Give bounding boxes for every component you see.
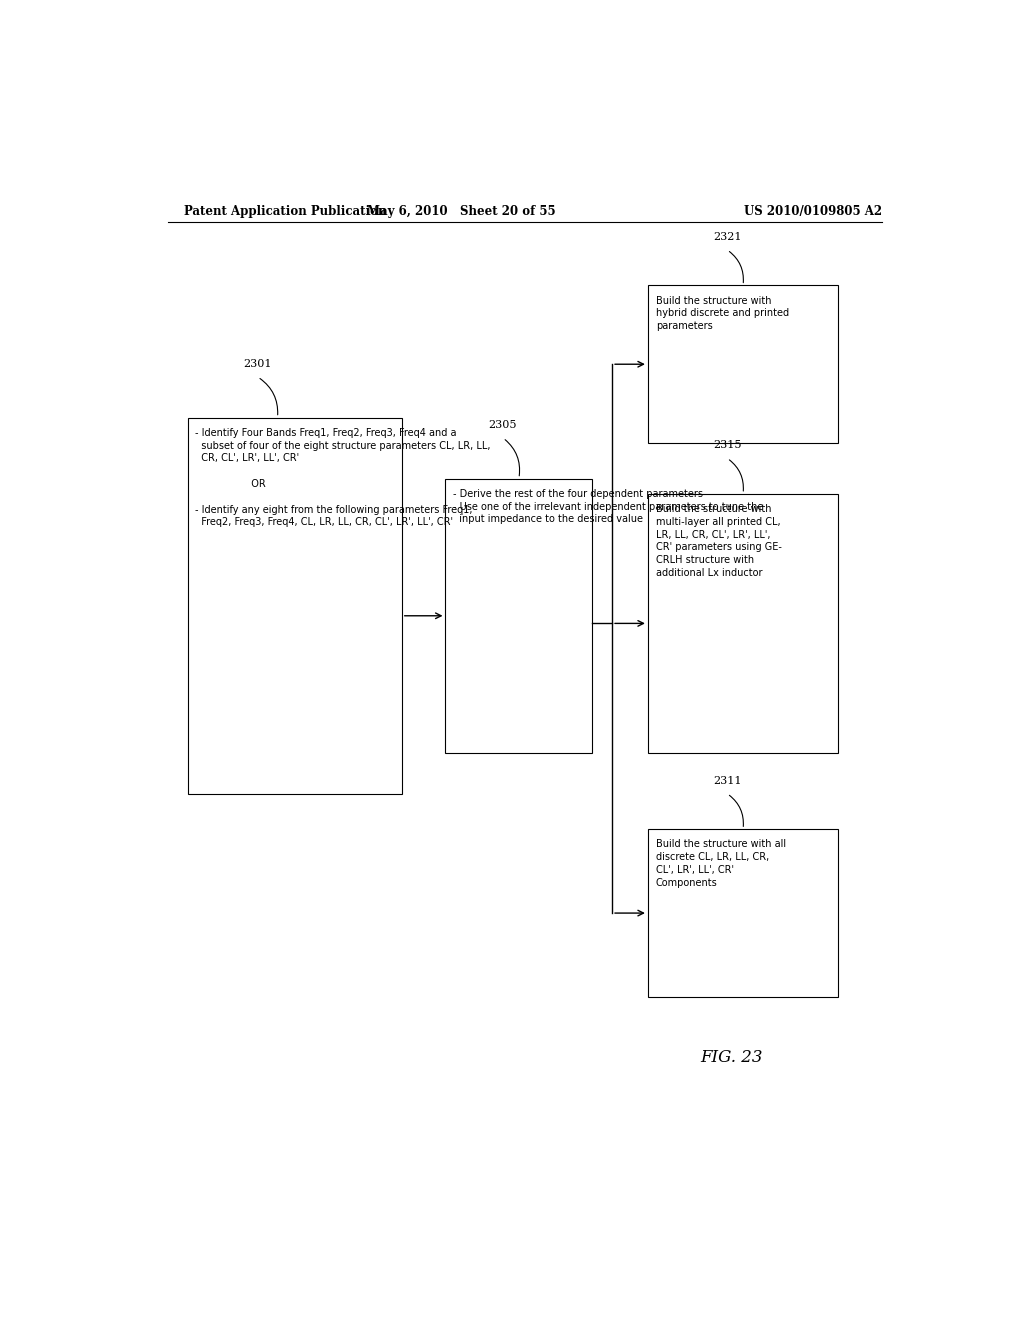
Bar [648, 829, 839, 997]
Bar [648, 285, 839, 444]
Text: 2305: 2305 [488, 420, 517, 430]
Text: Patent Application Publication: Patent Application Publication [183, 205, 386, 218]
Text: Build the structure with all
discrete CL, LR, LL, CR,
CL', LR', LL', CR'
Compone: Build the structure with all discrete CL… [655, 840, 785, 888]
Text: 2301: 2301 [244, 359, 272, 368]
Text: FIG. 23: FIG. 23 [699, 1049, 763, 1067]
Text: - Identify Four Bands Freq1, Freq2, Freq3, Freq4 and a
  subset of four of the e: - Identify Four Bands Freq1, Freq2, Freq… [196, 428, 490, 528]
Bar [187, 417, 401, 793]
Text: - Derive the rest of the four dependent parameters
- Use one of the irrelevant i: - Derive the rest of the four dependent … [454, 488, 764, 524]
Text: 2311: 2311 [713, 776, 741, 785]
Text: May 6, 2010   Sheet 20 of 55: May 6, 2010 Sheet 20 of 55 [367, 205, 556, 218]
Bar [445, 479, 592, 752]
Text: Build the structure with
multi-layer all printed CL,
LR, LL, CR, CL', LR', LL',
: Build the structure with multi-layer all… [655, 504, 781, 578]
Text: 2315: 2315 [713, 440, 741, 450]
Bar [648, 494, 839, 752]
Text: US 2010/0109805 A2: US 2010/0109805 A2 [743, 205, 882, 218]
Text: 2321: 2321 [713, 232, 741, 242]
Text: Build the structure with
hybrid discrete and printed
parameters: Build the structure with hybrid discrete… [655, 296, 788, 331]
